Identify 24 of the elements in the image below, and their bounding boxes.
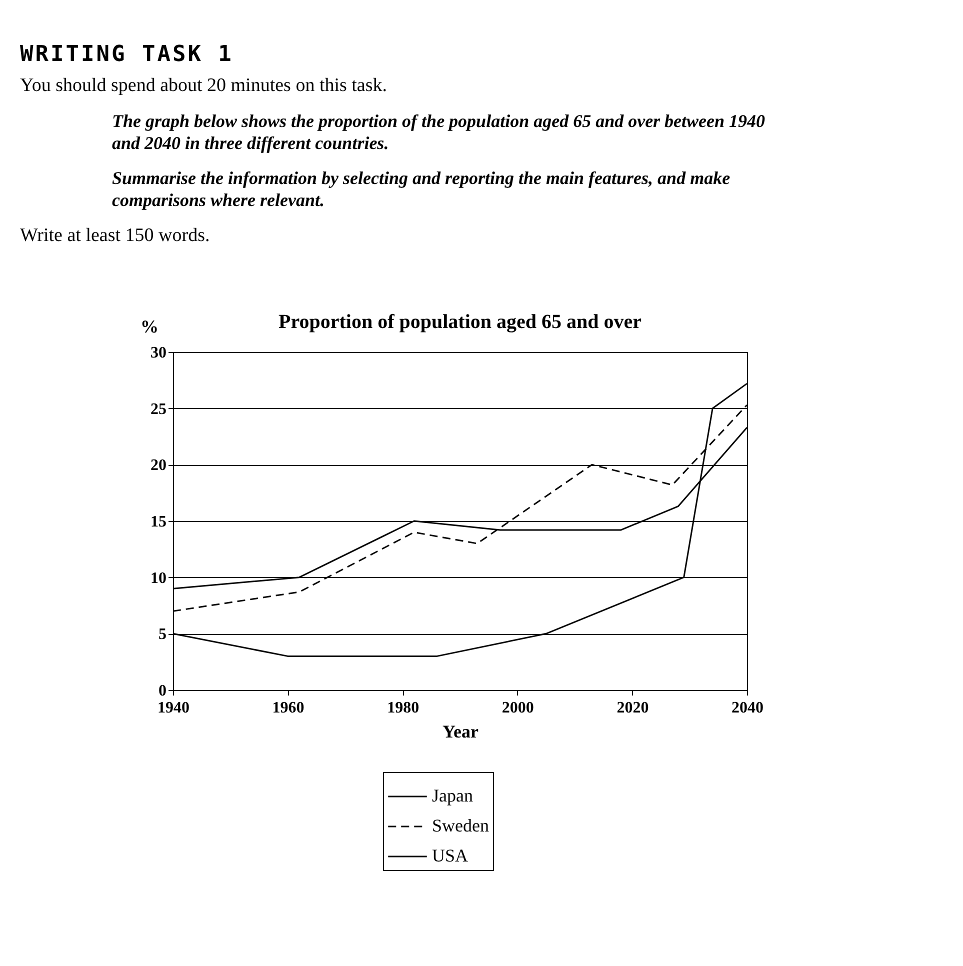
y-tick-label: 15 — [150, 514, 166, 531]
x-tick-label: 1960 — [272, 700, 304, 717]
legend-label: Japan — [432, 786, 473, 806]
text: Summarise the information by selecting and reporting the main features, and make comparisons where relevant. — [112, 168, 732, 212]
y-tick-label: 0 — [158, 682, 166, 700]
legend-label: USA — [432, 846, 468, 866]
text: Write at least 150 words. — [20, 225, 211, 248]
x-tick-label: 2040 — [732, 700, 764, 717]
chart-title: Proportion of population aged 65 and over — [278, 311, 642, 334]
text: WRITING TASK 1 — [20, 42, 234, 67]
x-axis-title: Year — [442, 722, 478, 742]
x-tick-label: 1940 — [158, 700, 190, 717]
x-tick-label: 1980 — [387, 700, 420, 717]
y-axis-title: % — [140, 316, 158, 337]
y-tick-label: 5 — [158, 626, 166, 644]
x-tick-label: 2000 — [502, 700, 534, 717]
text: You should spend about 20 minutes on this task. — [20, 75, 388, 97]
text: The graph below shows the proportion of the population aged 65 and over between 1940 and 2040 in three different countries. — [112, 111, 766, 154]
x-tick-label: 2020 — [616, 700, 649, 717]
y-tick-label: 20 — [150, 458, 166, 475]
y-tick-label: 10 — [150, 570, 166, 588]
y-tick-label: 25 — [150, 401, 166, 418]
legend-label: Sweden — [432, 816, 489, 836]
y-tick-label: 30 — [150, 344, 166, 362]
